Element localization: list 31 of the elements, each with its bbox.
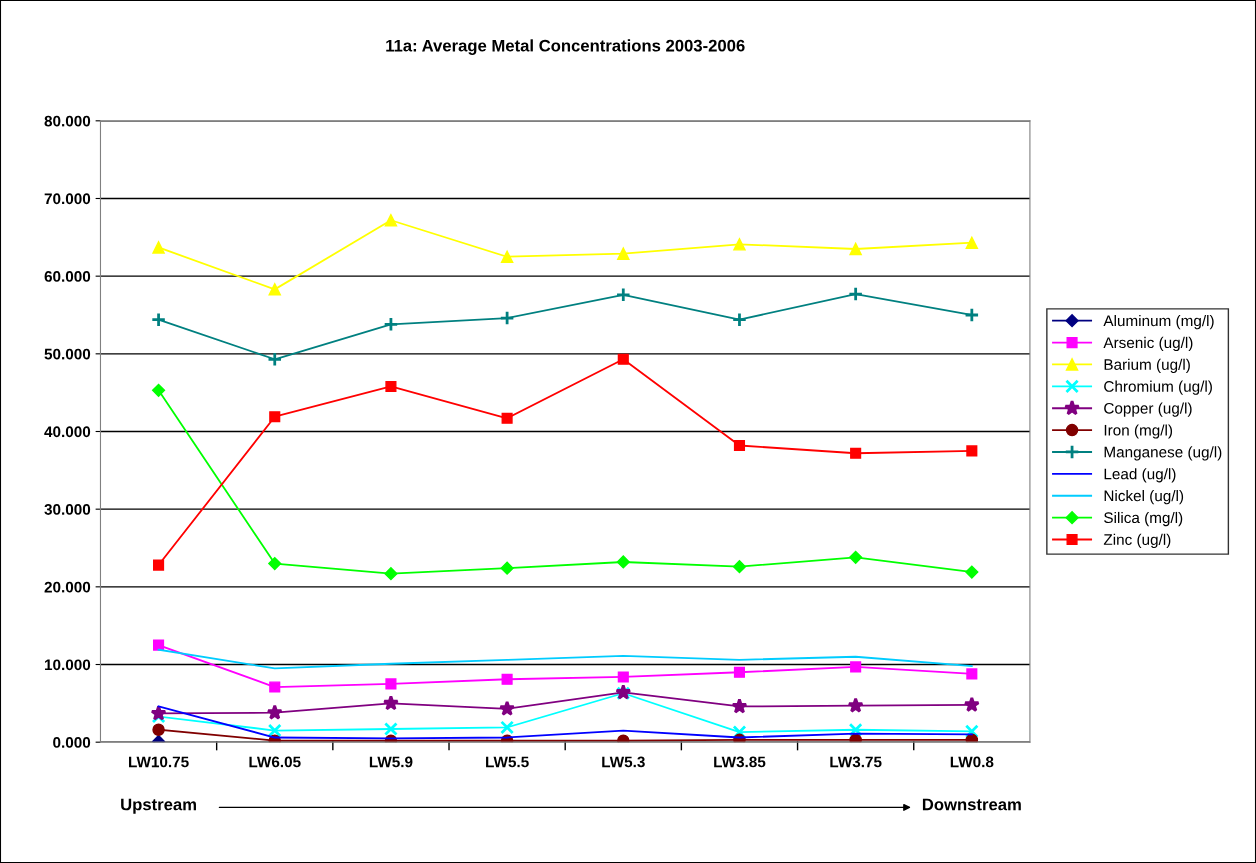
- legend-label: Iron (mg/l): [1104, 424, 1173, 439]
- y-tick-label: 10.000: [45, 659, 91, 671]
- legend-label: Barium (ug/l): [1104, 358, 1190, 373]
- x-tick-label: LW6.05: [249, 756, 301, 768]
- y-tick-label: 40.000: [44, 426, 91, 438]
- text: Upstream: [121, 798, 196, 814]
- legend-label: Aluminum (mg/l): [1103, 314, 1214, 330]
- y-tick-label: 20.000: [44, 581, 91, 593]
- legend-label: Copper (ug/l): [1104, 402, 1192, 417]
- legend-label: Manganese (ug/l): [1104, 446, 1222, 461]
- x-tick-label: LW0.8: [950, 756, 994, 768]
- x-tick-label: LW5.5: [486, 756, 529, 768]
- y-tick-label: 80.000: [44, 115, 91, 127]
- legend-label: Nickel (ug/l): [1104, 490, 1184, 505]
- x-tick-label: LW10.75: [129, 756, 189, 768]
- y-tick-label: 60.000: [44, 271, 91, 282]
- y-tick-label: 50.000: [44, 348, 91, 360]
- legend-label: Zinc (ug/l): [1103, 533, 1171, 549]
- x-tick-label: LW5.3: [602, 756, 645, 768]
- legend-label: Silica (mg/l): [1104, 511, 1183, 527]
- text: Downstream: [922, 798, 1021, 811]
- legend-label: Lead (ug/l): [1104, 468, 1176, 483]
- x-tick-label: LW3.85: [714, 756, 766, 768]
- y-tick-label: 30.000: [44, 504, 91, 515]
- y-tick-label: 70.000: [44, 193, 91, 205]
- chart-title: 11a: Average Metal Concentrations 2003-2006: [386, 39, 745, 55]
- legend-label: Chromium (ug/l): [1104, 380, 1212, 395]
- x-tick-label: LW3.75: [830, 756, 882, 768]
- legend-label: Arsenic (ug/l): [1103, 336, 1193, 352]
- y-tick-label: 0.000: [53, 737, 91, 748]
- x-tick-label: LW5.9: [369, 756, 413, 768]
